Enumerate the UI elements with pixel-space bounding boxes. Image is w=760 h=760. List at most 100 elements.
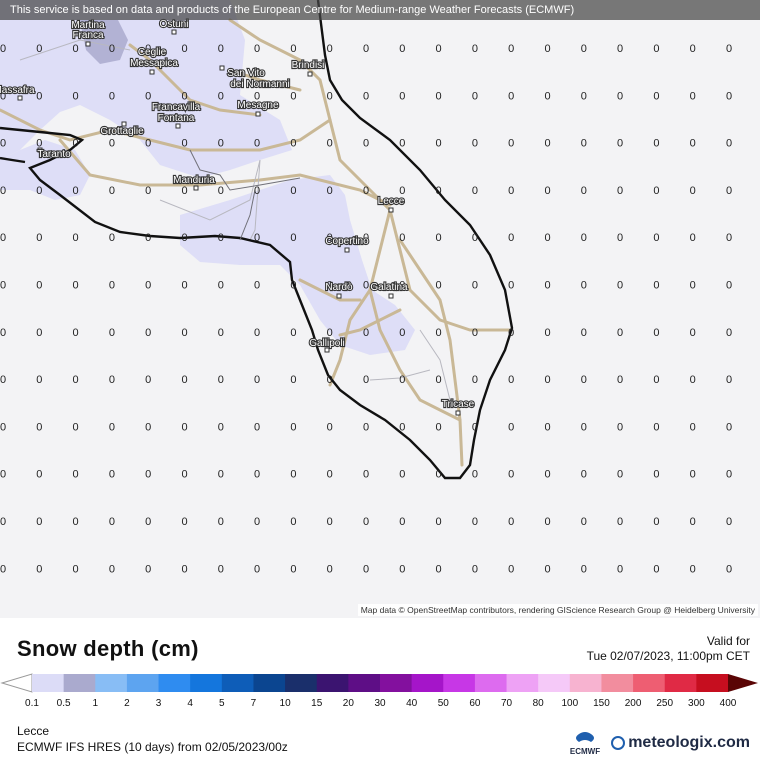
- grid-value: 0: [254, 90, 260, 102]
- city-marker: [455, 410, 461, 416]
- grid-value: 0: [327, 563, 333, 575]
- city-marker: [344, 247, 350, 253]
- city-marker: [336, 293, 342, 299]
- colorbar-segment: [411, 674, 444, 692]
- city-label: Francavilla: [152, 102, 201, 113]
- city-marker: [175, 123, 181, 129]
- colorbar-tick-label: 400: [719, 698, 737, 709]
- grid-value: 0: [653, 138, 659, 150]
- colorbar-segment: [253, 674, 286, 692]
- colorbar-segment: [348, 674, 381, 692]
- map-attribution[interactable]: Map data © OpenStreetMap contributors, r…: [357, 604, 758, 616]
- grid-value: 0: [218, 516, 224, 528]
- grid-value: 0: [436, 374, 442, 386]
- coastline: [0, 0, 514, 480]
- colorbar-segment: [633, 674, 666, 692]
- grid-value: 0: [218, 138, 224, 150]
- grid-value: 0: [726, 43, 732, 55]
- minor-roads: [19, 39, 451, 401]
- grid-value: 0: [327, 90, 333, 102]
- grid-value: 0: [145, 90, 151, 102]
- grid-value: 0: [254, 280, 260, 292]
- snow-area-darker: [80, 20, 128, 64]
- colorbar-segment: [221, 674, 254, 692]
- grid-value: 0: [472, 563, 478, 575]
- grid-value: 0: [363, 374, 369, 386]
- grid-value: 0: [327, 185, 333, 197]
- grid-value: 0: [218, 280, 224, 292]
- grid-value: 0: [290, 374, 296, 386]
- colorbar-arrow-low: [0, 673, 33, 693]
- grid-value: 0: [181, 43, 187, 55]
- grid-value: 0: [690, 185, 696, 197]
- grid-value: 0: [73, 563, 79, 575]
- grid-value: 0: [508, 43, 514, 55]
- grid-value: 0: [73, 421, 79, 433]
- grid-value: 0: [145, 43, 151, 55]
- province-border: [189, 149, 301, 241]
- grid-value: 0: [254, 185, 260, 197]
- colorbar-tick-label: 5: [219, 698, 225, 709]
- grid-value: 0: [363, 185, 369, 197]
- colorbar-tick-label: 60: [469, 698, 481, 709]
- grid-value: 0: [581, 232, 587, 244]
- city-marker: [255, 111, 261, 117]
- grid-value: 0: [290, 327, 296, 339]
- valid-time: Tue 02/07/2023, 11:00pm CET: [586, 649, 750, 663]
- colorbar-segment: [380, 674, 413, 692]
- city-label: Brindisi: [292, 60, 325, 71]
- grid-value: 0: [145, 232, 151, 244]
- grid-value: 0: [0, 516, 6, 528]
- grid-value: 0: [581, 421, 587, 433]
- grid-value: 0: [581, 138, 587, 150]
- grid-value: 0: [726, 138, 732, 150]
- grid-value: 0: [617, 138, 623, 150]
- snow-depth-map[interactable]: 0 0 0 0 0 0 0 0 0 0 0 0 0 0 0 0 0 0 0 0 0 0 0 0 0 0 0 0 0 0 0 0 0 0 0 0 0 0 0 0…: [0, 0, 760, 618]
- colorbar-tick-label: 10: [279, 698, 291, 709]
- grid-value: 0: [254, 43, 260, 55]
- grid-value: 0: [508, 232, 514, 244]
- colorbar-tick-label: 80: [532, 698, 544, 709]
- colorbar-segment: [664, 674, 697, 692]
- grid-value: 0: [218, 374, 224, 386]
- grid-value: 0: [290, 43, 296, 55]
- grid-value: 0: [690, 469, 696, 481]
- meteologix-logo[interactable]: meteologix.com: [611, 734, 750, 752]
- ecmwf-logo[interactable]: ECMWF: [563, 730, 607, 756]
- colorbar-segment: [506, 674, 539, 692]
- grid-value: 0: [653, 469, 659, 481]
- grid-value: 0: [436, 232, 442, 244]
- colorbar-segment: [316, 674, 349, 692]
- coastline-west: [0, 156, 26, 164]
- grid-value: 0: [181, 280, 187, 292]
- grid-value: 0: [617, 374, 623, 386]
- grid-value: 0: [690, 516, 696, 528]
- grid-value: 0: [690, 232, 696, 244]
- grid-value: 0: [436, 90, 442, 102]
- grid-value: 0: [726, 327, 732, 339]
- grid-value: 0: [109, 185, 115, 197]
- city-label: Ceglie: [138, 47, 167, 58]
- grid-value: 0: [218, 185, 224, 197]
- grid-value: 0: [363, 516, 369, 528]
- grid-value: 0: [399, 43, 405, 55]
- colorbar-segment: [126, 674, 160, 692]
- city-marker: [388, 207, 394, 213]
- grid-value: 0: [399, 374, 405, 386]
- city-label: Taranto: [37, 149, 71, 160]
- grid-value: 0: [508, 421, 514, 433]
- grid-value: 0: [73, 374, 79, 386]
- grid-value: 0: [36, 516, 42, 528]
- city-label: Nardò: [325, 282, 353, 293]
- grid-value: 0: [436, 421, 442, 433]
- grid-value: 0: [363, 563, 369, 575]
- grid-value: 0: [36, 90, 42, 102]
- grid-value: 0: [472, 421, 478, 433]
- grid-value: 0: [0, 563, 6, 575]
- grid-value: 0: [73, 90, 79, 102]
- colorbar-tick-label: 7: [250, 698, 257, 709]
- grid-value: 0: [508, 280, 514, 292]
- grid-value: 0: [327, 43, 333, 55]
- grid-value: 0: [726, 185, 732, 197]
- colorbar-segment: [443, 674, 476, 692]
